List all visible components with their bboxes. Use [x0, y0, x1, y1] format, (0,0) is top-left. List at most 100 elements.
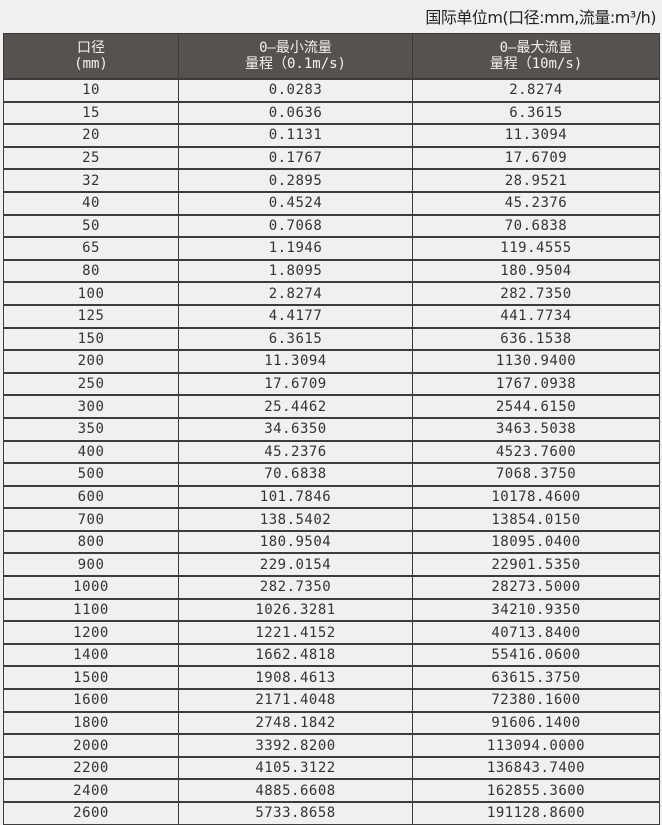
table-body: 10 0.0283 2.8274 15 0.0636 6.3615 20 0.1131 11.3…	[3, 78, 660, 825]
cell-diameter: 800	[3, 529, 179, 554]
cell-min-flow: 1.8095	[178, 258, 413, 283]
table-row: 150 6.3615 636.1538	[3, 326, 660, 351]
cell-diameter: 1000	[3, 575, 179, 600]
header-line: 口径	[77, 40, 105, 56]
units-caption: 国际单位m(口径:mm,流量:m³/h)	[425, 8, 656, 27]
cell-diameter: 300	[3, 394, 179, 419]
cell-min-flow: 2.8274	[178, 281, 413, 306]
cell-diameter: 350	[3, 416, 179, 441]
cell-diameter: 40	[3, 190, 179, 216]
cell-min-flow: 11.3094	[178, 349, 413, 374]
cell-max-flow: 636.1538	[412, 326, 660, 351]
header-line: 量程（10m/s)	[489, 56, 583, 72]
cell-min-flow: 70.6838	[178, 462, 413, 487]
flow-range-table: 口径 (mm) 0—最小流量 量程（0.1m/s) 0—最大流量 量程（10m/…	[3, 33, 660, 825]
cell-min-flow: 229.0154	[178, 552, 413, 577]
cell-diameter: 2400	[3, 778, 179, 803]
cell-min-flow: 4105.3122	[178, 755, 413, 780]
cell-diameter: 250	[3, 371, 179, 396]
cell-max-flow: 72380.1600	[412, 688, 660, 713]
cell-max-flow: 11.3094	[412, 123, 660, 148]
header-line: 量程（0.1m/s)	[244, 56, 346, 72]
table-row: 80 1.8095 180.9504	[3, 258, 660, 283]
cell-diameter: 2600	[3, 800, 179, 825]
cell-min-flow: 25.4462	[178, 394, 413, 419]
table-row: 1400 1662.4818 55416.0600	[3, 642, 660, 667]
cell-max-flow: 91606.1400	[412, 710, 660, 735]
cell-diameter: 10	[3, 78, 179, 103]
table-row: 2400 4885.6608 162855.3600	[3, 778, 660, 803]
cell-max-flow: 13854.0150	[412, 507, 660, 532]
cell-min-flow: 0.4524	[178, 190, 413, 216]
table-header-row: 口径 (mm) 0—最小流量 量程（0.1m/s) 0—最大流量 量程（10m/…	[3, 33, 660, 80]
table-row: 900 229.0154 22901.5350	[3, 552, 660, 577]
cell-diameter: 2000	[3, 733, 179, 758]
cell-min-flow: 0.7068	[178, 213, 413, 238]
cell-diameter: 1200	[3, 620, 179, 645]
cell-diameter: 2200	[3, 755, 179, 780]
cell-min-flow: 5733.8658	[178, 800, 413, 825]
cell-min-flow: 2748.1842	[178, 710, 413, 735]
table-row: 1100 1026.3281 34210.9350	[3, 597, 660, 622]
cell-max-flow: 6.3615	[412, 100, 660, 125]
cell-max-flow: 28.9521	[412, 168, 660, 193]
cell-max-flow: 70.6838	[412, 213, 660, 238]
cell-diameter: 80	[3, 258, 179, 283]
cell-min-flow: 0.2895	[178, 168, 413, 193]
cell-max-flow: 63615.3750	[412, 665, 660, 690]
cell-max-flow: 10178.4600	[412, 484, 660, 509]
cell-max-flow: 34210.9350	[412, 597, 660, 622]
table-row: 65 1.1946 119.4555	[3, 236, 660, 261]
cell-diameter: 1500	[3, 665, 179, 690]
cell-min-flow: 1662.4818	[178, 642, 413, 667]
header-line: 0—最小流量	[259, 40, 332, 56]
header-line: 0—最大流量	[499, 40, 573, 56]
table-row: 2600 5733.8658 191128.8600	[3, 800, 660, 825]
table-row: 50 0.7068 70.6838	[3, 213, 660, 238]
cell-diameter: 1600	[3, 688, 179, 713]
table-row: 300 25.4462 2544.6150	[3, 394, 660, 419]
cell-min-flow: 1908.4613	[178, 665, 413, 690]
table-row: 400 45.2376 4523.7600	[3, 439, 660, 464]
cell-diameter: 25	[3, 145, 179, 170]
cell-max-flow: 2.8274	[412, 78, 660, 103]
cell-diameter: 100	[3, 281, 179, 306]
table-row: 25 0.1767 17.6709	[3, 145, 660, 170]
cell-min-flow: 17.6709	[178, 371, 413, 396]
cell-diameter: 500	[3, 462, 179, 487]
table-row: 125 4.4177 441.7734	[3, 303, 660, 329]
table-row: 1000 282.7350 28273.5000	[3, 575, 660, 600]
table-row: 700 138.5402 13854.0150	[3, 507, 660, 532]
table-row: 1200 1221.4152 40713.8400	[3, 620, 660, 645]
table-row: 250 17.6709 1767.0938	[3, 371, 660, 396]
cell-min-flow: 0.0636	[178, 100, 413, 125]
cell-min-flow: 1.1946	[178, 236, 413, 261]
cell-diameter: 200	[3, 349, 179, 374]
cell-min-flow: 138.5402	[178, 507, 413, 532]
header-min-flow: 0—最小流量 量程（0.1m/s)	[178, 33, 413, 80]
cell-diameter: 125	[3, 303, 179, 329]
table-row: 500 70.6838 7068.3750	[3, 462, 660, 487]
cell-min-flow: 34.6350	[178, 416, 413, 441]
cell-diameter: 700	[3, 507, 179, 532]
cell-diameter: 50	[3, 213, 179, 238]
cell-min-flow: 6.3615	[178, 326, 413, 351]
cell-max-flow: 4523.7600	[412, 439, 660, 464]
cell-max-flow: 1130.9400	[412, 349, 660, 374]
cell-diameter: 1400	[3, 642, 179, 667]
cell-min-flow: 282.7350	[178, 575, 413, 600]
cell-min-flow: 45.2376	[178, 439, 413, 464]
cell-max-flow: 45.2376	[412, 190, 660, 216]
cell-min-flow: 1026.3281	[178, 597, 413, 622]
cell-max-flow: 282.7350	[412, 281, 660, 306]
table-row: 32 0.2895 28.9521	[3, 168, 660, 193]
cell-max-flow: 17.6709	[412, 145, 660, 170]
cell-diameter: 65	[3, 236, 179, 261]
cell-max-flow: 3463.5038	[412, 416, 660, 441]
header-diameter: 口径 (mm)	[3, 33, 179, 80]
cell-min-flow: 0.1767	[178, 145, 413, 170]
table-row: 15 0.0636 6.3615	[3, 100, 660, 125]
table-row: 200 11.3094 1130.9400	[3, 349, 660, 374]
header-line: (mm)	[74, 56, 108, 72]
table-row: 2000 3392.8200 113094.0000	[3, 733, 660, 758]
